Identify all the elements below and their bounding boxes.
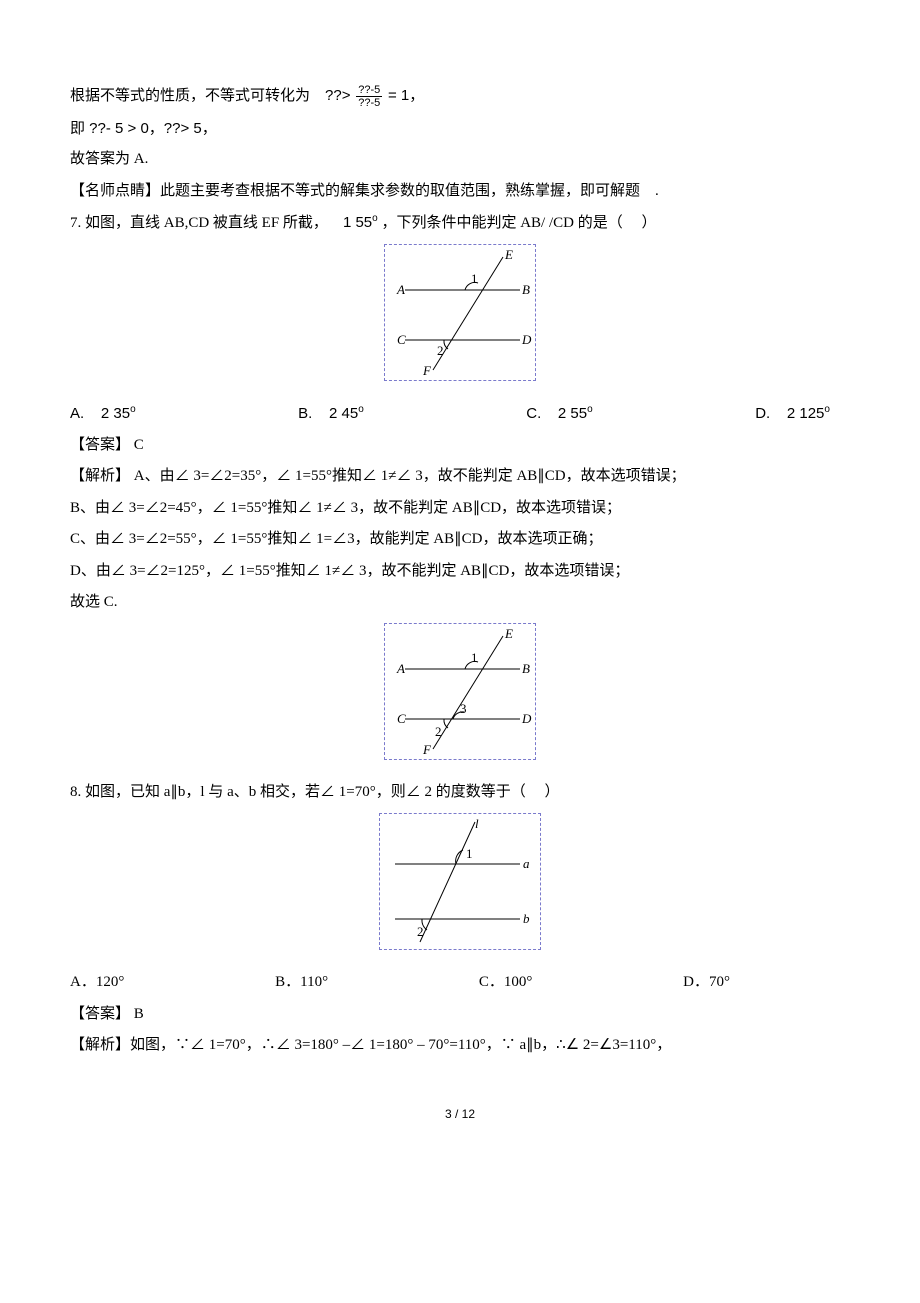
lbl: A. — [70, 405, 84, 422]
q7-optA: A. 2 35o — [70, 398, 136, 430]
q7-expC: C、由∠ 3=∠2=55°，∠ 1=55°推知∠ 1=∠3，故能判定 AB∥CD… — [70, 524, 850, 556]
txt: 根据不等式的性质，不等式可转化为 — [70, 88, 310, 104]
q8-optA: A．120° — [70, 967, 124, 999]
q7-figure2: A B C D E F 1 3 2 — [384, 623, 536, 760]
q8-fig-svg: l a b 1 2 — [380, 814, 540, 949]
dot: . — [655, 183, 659, 199]
sol6-line3: 故答案为 A. — [70, 144, 850, 176]
lblA2: A — [396, 661, 405, 676]
expr-lhs: ??> — [325, 87, 350, 104]
val: 2 55 — [558, 405, 587, 422]
frac-num: ??-5 — [356, 84, 382, 97]
degC: o — [587, 404, 593, 415]
lbl-ang1: 1 — [471, 271, 478, 286]
sol6-line1: 根据不等式的性质，不等式可转化为 ??> ??-5 ??-5 = 1， — [70, 80, 850, 113]
page-number: 3 / 12 — [70, 1102, 850, 1127]
txt: 【名师点睛】此题主要考查根据不等式的解集求参数的取值范围，熟练掌握，即可解题 — [70, 183, 640, 199]
q7-expD: D、由∠ 3=∠2=125°，∠ 1=55°推知∠ 1≠∠ 3，故不能判定 AB… — [70, 556, 850, 588]
val: 2 45 — [329, 405, 358, 422]
q7-figure2-wrap: A B C D E F 1 3 2 — [70, 623, 850, 772]
lbl-ang1b: 1 — [471, 650, 478, 665]
frac-den: ??-5 — [356, 97, 382, 109]
lbl-b: b — [523, 911, 530, 926]
q8-options: A．120° B．110° C．100° D．70° — [70, 967, 730, 999]
q7-fig2-svg: A B C D E F 1 3 2 — [385, 624, 535, 759]
txt: 8. 如图，已知 a∥b，l 与 a、b 相交，若∠ 1=70°，则∠ 2 的度… — [70, 784, 526, 800]
val: 2 35 — [101, 405, 130, 422]
val: 2 125 — [787, 405, 825, 422]
q8-optB: B．110° — [275, 967, 328, 999]
lblE2: E — [504, 626, 513, 641]
lbl-ang1c: 1 — [466, 846, 473, 861]
lblB2: B — [522, 661, 530, 676]
lbl-ang2: 2 — [437, 343, 444, 358]
txt: 故答案为 A. — [70, 151, 148, 167]
lbl-a: a — [523, 856, 530, 871]
expr-rhs: = 1， — [388, 87, 424, 104]
q7-expB: B、由∠ 3=∠2=45°，∠ 1=55°推知∠ 1≠∠ 3，故不能判定 AB∥… — [70, 493, 850, 525]
lblC: C — [397, 332, 406, 347]
lbl: B. — [298, 405, 312, 422]
lblB: B — [522, 282, 530, 297]
q7-answer: 【答案】 C — [70, 430, 850, 462]
angle1-val: 1 55 — [343, 214, 372, 231]
paren-close: ） — [641, 215, 656, 231]
degB: o — [358, 404, 364, 415]
lbl-l: l — [475, 816, 479, 831]
q8-answer: 【答案】 B — [70, 999, 850, 1031]
q8-figure-wrap: l a b 1 2 — [70, 813, 850, 962]
sol6-line2: 即 ??- 5 > 0，??> 5， — [70, 113, 850, 145]
lbl: D. — [755, 405, 770, 422]
q7-optB: B. 2 45o — [298, 398, 364, 430]
lbl-ang2c: 2 — [417, 924, 424, 939]
q7-expA: 【解析】 A、由∠ 3=∠2=35°，∠ 1=55°推知∠ 1≠∠ 3，故不能判… — [70, 461, 850, 493]
q7-optD: D. 2 125o — [755, 398, 830, 430]
lblD2: D — [521, 711, 532, 726]
q8-optC: C．100° — [479, 967, 533, 999]
deg-sup: o — [372, 213, 378, 224]
lblA: A — [396, 282, 405, 297]
q8-optD: D．70° — [683, 967, 730, 999]
q7-expE: 故选 C. — [70, 587, 850, 619]
paren-close: ） — [544, 784, 559, 800]
lbl: C. — [526, 405, 541, 422]
lblD: D — [521, 332, 532, 347]
q7-figure1: A B C D E F 1 2 — [384, 244, 536, 381]
degD: o — [824, 404, 830, 415]
degA: o — [130, 404, 136, 415]
lblF: F — [422, 363, 432, 378]
lblE: E — [504, 247, 513, 262]
q8-figure: l a b 1 2 — [379, 813, 541, 950]
lbl-ang2b: 2 — [435, 724, 442, 739]
q7-figure1-wrap: A B C D E F 1 2 — [70, 244, 850, 393]
sol6-line4: 【名师点睛】此题主要考查根据不等式的解集求参数的取值范围，熟练掌握，即可解题 . — [70, 176, 850, 208]
q8-stem: 8. 如图，已知 a∥b，l 与 a、b 相交，若∠ 1=70°，则∠ 2 的度… — [70, 777, 850, 809]
lblF2: F — [422, 742, 432, 757]
q7-optC: C. 2 55o — [526, 398, 592, 430]
txt: 7. 如图，直线 AB,CD 被直线 EF 所截， — [70, 215, 328, 231]
lbl-ang3: 3 — [460, 701, 467, 716]
q7-fig1-svg: A B C D E F 1 2 — [385, 245, 535, 380]
q7-stem: 7. 如图，直线 AB,CD 被直线 EF 所截， 1 55o ，下列条件中能判… — [70, 207, 850, 240]
q7-options: A. 2 35o B. 2 45o C. 2 55o D. 2 125o — [70, 398, 830, 430]
txt: ，下列条件中能判定 AB/ /CD 的是（ — [381, 215, 622, 231]
fraction: ??-5 ??-5 — [356, 84, 382, 109]
q8-exp: 【解析】如图，∵∠ 1=70°，∴∠ 3=180° –∠ 1=180° – 70… — [70, 1030, 850, 1062]
lblC2: C — [397, 711, 406, 726]
